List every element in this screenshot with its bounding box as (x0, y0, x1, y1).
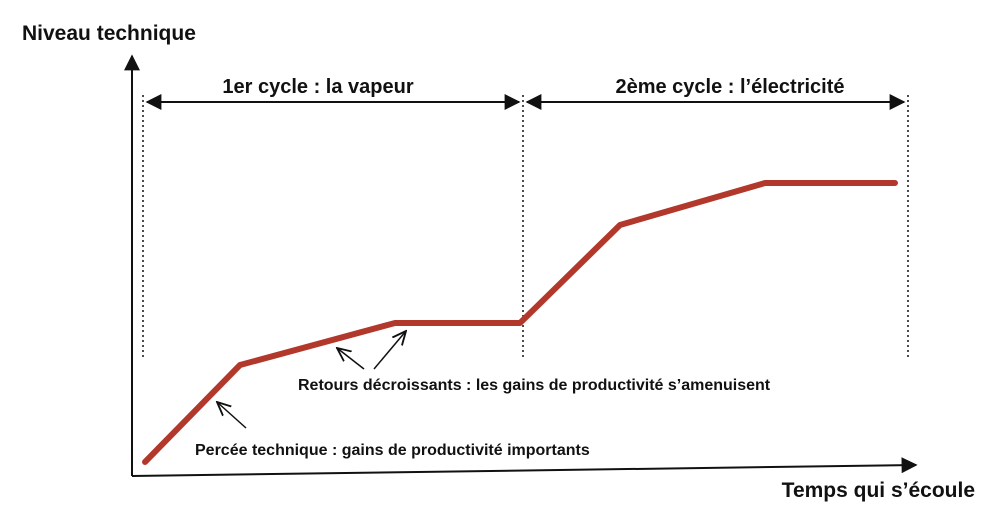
cycle-label: 2ème cycle : l’électricité (615, 76, 844, 98)
y-axis-label: Niveau technique (22, 22, 196, 45)
annotation-arrow (373, 331, 406, 370)
x-axis-label: Temps qui s’écoule (782, 479, 975, 502)
annotation-arrow (217, 402, 247, 429)
x-axis (131, 457, 918, 477)
cycle-label: 1er cycle : la vapeur (222, 76, 413, 98)
annotation: Percée technique : gains de productivité… (195, 442, 590, 459)
cycle-dividers (142, 95, 909, 360)
annotation: Retours décroissants : les gains de prod… (298, 377, 771, 394)
technical-level-curve (142, 180, 898, 465)
annotation-arrow (337, 348, 365, 370)
